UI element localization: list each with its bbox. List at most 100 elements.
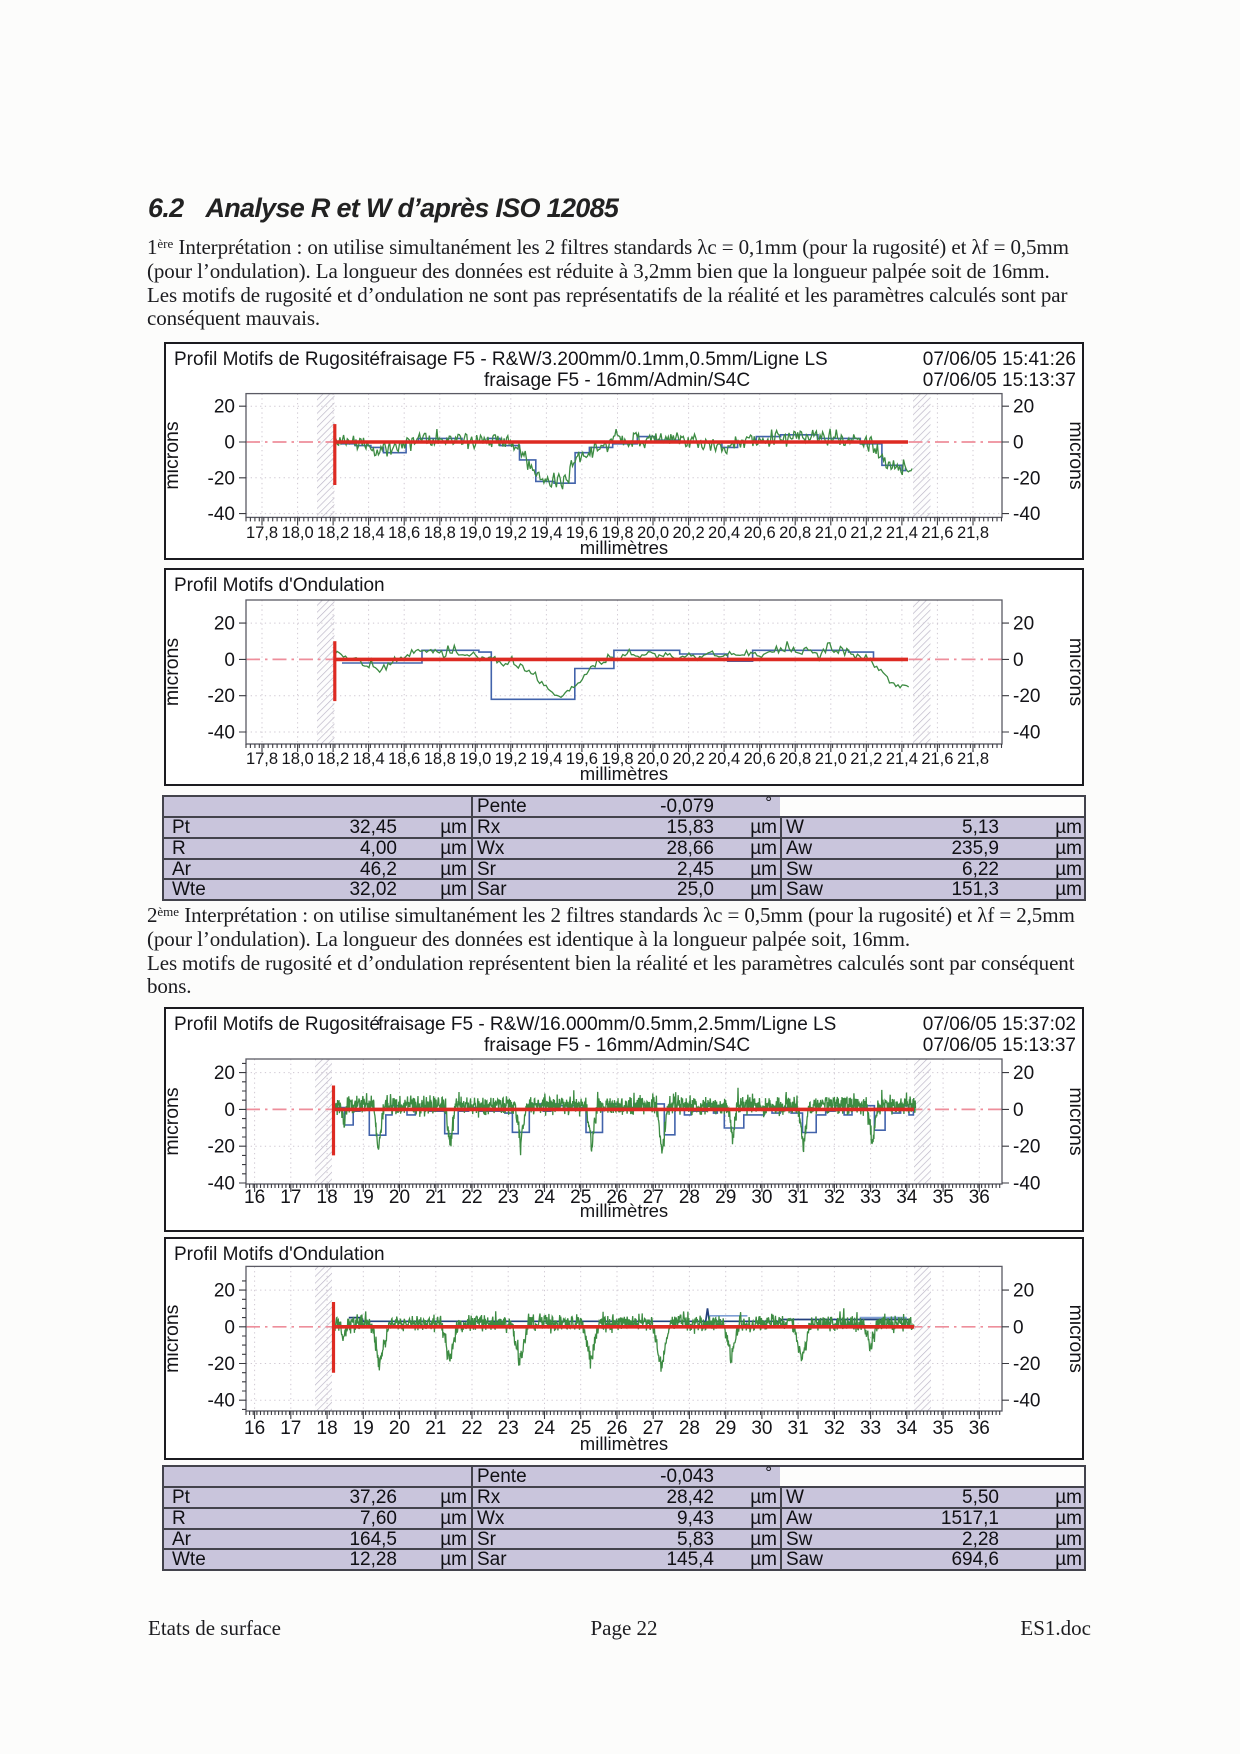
svg-text:19,0: 19,0 bbox=[459, 750, 491, 768]
svg-text:18,4: 18,4 bbox=[353, 750, 385, 768]
svg-text:microns: microns bbox=[164, 1304, 183, 1373]
svg-text:30: 30 bbox=[751, 1187, 772, 1208]
svg-text:24: 24 bbox=[534, 1418, 556, 1439]
svg-text:16: 16 bbox=[244, 1187, 265, 1208]
svg-text:0: 0 bbox=[1013, 433, 1024, 454]
svg-text:35: 35 bbox=[933, 1418, 954, 1439]
svg-text:-40: -40 bbox=[208, 723, 235, 744]
svg-text:18,0: 18,0 bbox=[282, 750, 314, 768]
svg-text:20,4: 20,4 bbox=[708, 524, 740, 542]
svg-text:Profil Motifs de Rugosité: Profil Motifs de Rugosité bbox=[174, 1014, 380, 1035]
svg-text:07/06/05 15:13:37: 07/06/05 15:13:37 bbox=[923, 1035, 1076, 1056]
svg-text:20,0: 20,0 bbox=[637, 750, 669, 768]
svg-text:fraisage F5 - 16mm/Admin/S4C: fraisage F5 - 16mm/Admin/S4C bbox=[484, 370, 750, 391]
svg-text:20,2: 20,2 bbox=[673, 524, 705, 542]
svg-text:16: 16 bbox=[244, 1418, 265, 1439]
svg-text:-20: -20 bbox=[208, 1354, 235, 1375]
svg-text:18,6: 18,6 bbox=[388, 524, 420, 542]
svg-text:27: 27 bbox=[643, 1187, 664, 1208]
svg-text:07/06/05 15:41:26: 07/06/05 15:41:26 bbox=[923, 349, 1076, 370]
svg-text:36: 36 bbox=[969, 1418, 990, 1439]
svg-text:-20: -20 bbox=[208, 1137, 235, 1158]
svg-text:23: 23 bbox=[498, 1187, 519, 1208]
svg-text:millimètres: millimètres bbox=[580, 1433, 668, 1454]
svg-text:21,6: 21,6 bbox=[921, 524, 953, 542]
svg-text:19,0: 19,0 bbox=[459, 524, 491, 542]
svg-text:millimètres: millimètres bbox=[580, 1200, 668, 1221]
svg-text:microns: microns bbox=[164, 638, 183, 707]
svg-text:21,0: 21,0 bbox=[815, 524, 847, 542]
svg-text:microns: microns bbox=[164, 1087, 183, 1156]
svg-text:20: 20 bbox=[214, 1063, 235, 1084]
svg-text:19,6: 19,6 bbox=[566, 524, 598, 542]
svg-text:25: 25 bbox=[570, 1418, 591, 1439]
svg-text:-20: -20 bbox=[1013, 468, 1040, 489]
svg-text:32: 32 bbox=[824, 1187, 845, 1208]
svg-text:0: 0 bbox=[224, 1100, 235, 1121]
svg-text:18: 18 bbox=[317, 1418, 338, 1439]
svg-text:-20: -20 bbox=[1013, 1137, 1040, 1158]
svg-text:21,0: 21,0 bbox=[815, 750, 847, 768]
svg-text:20: 20 bbox=[1013, 614, 1034, 635]
svg-text:33: 33 bbox=[860, 1187, 881, 1208]
svg-text:0: 0 bbox=[224, 650, 235, 671]
svg-text:-20: -20 bbox=[1013, 686, 1040, 707]
svg-text:31: 31 bbox=[788, 1187, 809, 1208]
svg-text:microns: microns bbox=[1065, 1087, 1084, 1156]
svg-text:18: 18 bbox=[317, 1187, 338, 1208]
svg-text:07/06/05 15:13:37: 07/06/05 15:13:37 bbox=[923, 370, 1076, 391]
svg-text:20,8: 20,8 bbox=[779, 750, 811, 768]
svg-text:22: 22 bbox=[461, 1187, 482, 1208]
svg-text:21,4: 21,4 bbox=[886, 750, 918, 768]
svg-text:-40: -40 bbox=[1013, 723, 1040, 744]
svg-text:fraisage F5 - 16mm/Admin/S4C: fraisage F5 - 16mm/Admin/S4C bbox=[484, 1035, 750, 1056]
svg-text:19,2: 19,2 bbox=[495, 524, 527, 542]
svg-text:20: 20 bbox=[1013, 1063, 1034, 1084]
svg-text:-40: -40 bbox=[208, 1391, 235, 1412]
svg-text:21: 21 bbox=[425, 1418, 446, 1439]
svg-text:microns: microns bbox=[1065, 421, 1084, 490]
svg-text:19,4: 19,4 bbox=[530, 750, 562, 768]
svg-text:19: 19 bbox=[353, 1418, 374, 1439]
svg-text:21,2: 21,2 bbox=[850, 524, 882, 542]
svg-text:18,4: 18,4 bbox=[353, 524, 385, 542]
svg-text:18,2: 18,2 bbox=[317, 750, 349, 768]
svg-text:21,4: 21,4 bbox=[886, 524, 918, 542]
svg-text:17,8: 17,8 bbox=[246, 750, 278, 768]
svg-text:millimètres: millimètres bbox=[580, 763, 668, 784]
svg-text:-40: -40 bbox=[1013, 1174, 1040, 1195]
svg-text:19,8: 19,8 bbox=[601, 524, 633, 542]
svg-text:31: 31 bbox=[788, 1418, 809, 1439]
svg-text:21,2: 21,2 bbox=[850, 750, 882, 768]
svg-text:-40: -40 bbox=[208, 1174, 235, 1195]
svg-text:34: 34 bbox=[896, 1418, 918, 1439]
svg-text:36: 36 bbox=[969, 1187, 990, 1208]
svg-text:24: 24 bbox=[534, 1187, 556, 1208]
svg-text:22: 22 bbox=[461, 1418, 482, 1439]
svg-text:20,6: 20,6 bbox=[744, 524, 776, 542]
svg-text:fraisage F5 - R&W/3.200mm/0.1m: fraisage F5 - R&W/3.200mm/0.1mm,0.5mm/Li… bbox=[380, 349, 828, 370]
svg-text:20,4: 20,4 bbox=[708, 750, 740, 768]
svg-text:34: 34 bbox=[896, 1187, 918, 1208]
svg-text:26: 26 bbox=[606, 1187, 627, 1208]
svg-text:Profil Motifs d'Ondulation: Profil Motifs d'Ondulation bbox=[174, 1244, 385, 1265]
svg-text:20,2: 20,2 bbox=[673, 750, 705, 768]
svg-text:20,0: 20,0 bbox=[637, 524, 669, 542]
svg-text:19,6: 19,6 bbox=[566, 750, 598, 768]
svg-text:microns: microns bbox=[1065, 638, 1084, 707]
svg-text:microns: microns bbox=[164, 421, 183, 490]
svg-text:Profil Motifs de Rugosité: Profil Motifs de Rugosité bbox=[174, 349, 380, 370]
svg-text:0: 0 bbox=[1013, 1317, 1024, 1338]
svg-text:29: 29 bbox=[715, 1187, 736, 1208]
svg-text:19: 19 bbox=[353, 1187, 374, 1208]
svg-text:23: 23 bbox=[498, 1418, 519, 1439]
svg-text:20: 20 bbox=[214, 614, 235, 635]
svg-text:millimètres: millimètres bbox=[580, 537, 668, 558]
svg-text:fraisage F5 - R&W/16.000mm/0.5: fraisage F5 - R&W/16.000mm/0.5mm,2.5mm/L… bbox=[378, 1014, 836, 1035]
svg-text:25: 25 bbox=[570, 1187, 591, 1208]
svg-text:28: 28 bbox=[679, 1187, 700, 1208]
svg-text:29: 29 bbox=[715, 1418, 736, 1439]
svg-text:27: 27 bbox=[643, 1418, 664, 1439]
svg-text:20,8: 20,8 bbox=[779, 524, 811, 542]
svg-text:-20: -20 bbox=[208, 468, 235, 489]
